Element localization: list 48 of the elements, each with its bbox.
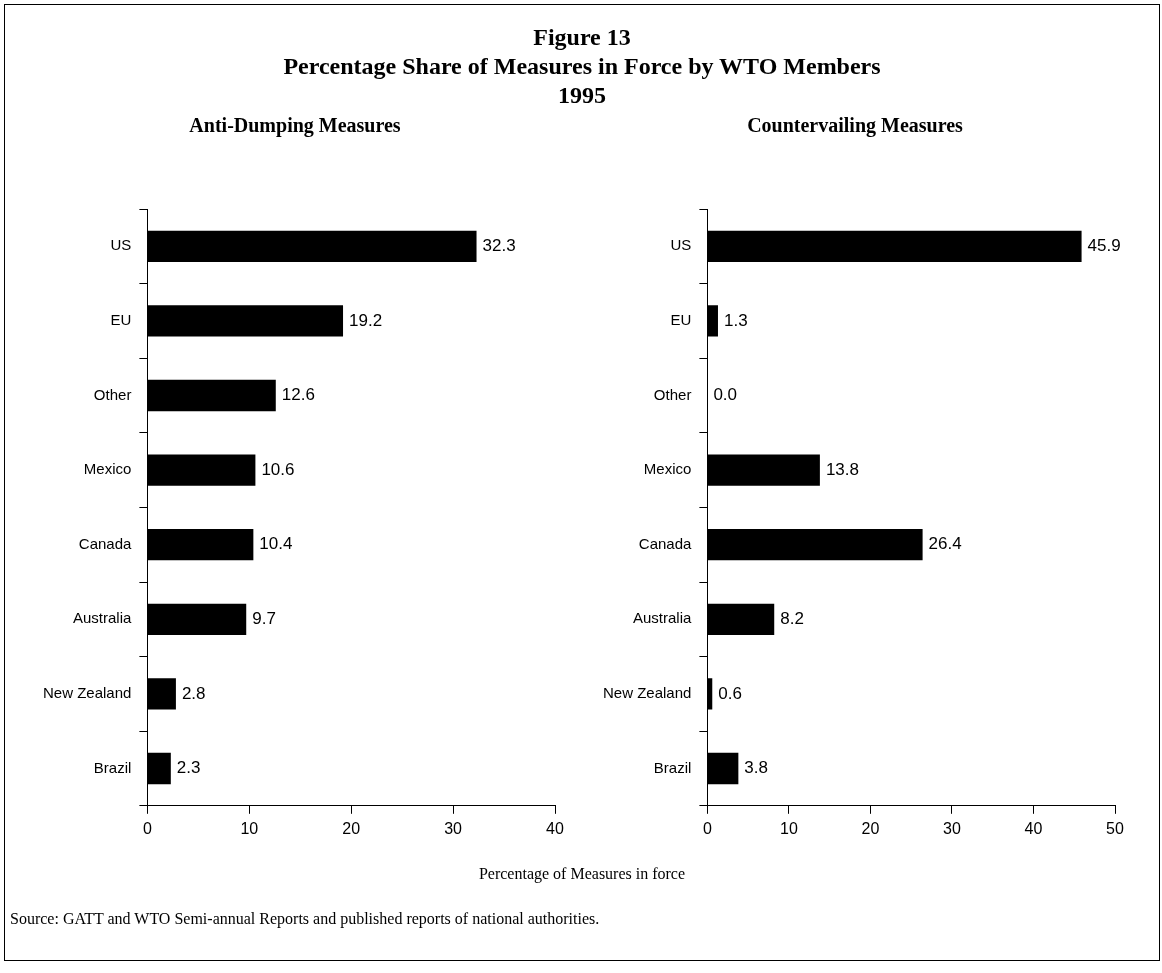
source-note: Source: GATT and WTO Semi-annual Reports and published reports of national authorities. <box>10 910 600 928</box>
data-label: 10.6 <box>261 459 295 479</box>
y-tick-label: New Zealand <box>602 684 692 702</box>
x-tick-label: 20 <box>342 819 361 837</box>
x-tick-label: 0 <box>702 819 712 837</box>
y-tick-label: Mexico <box>643 460 692 478</box>
data-label: 12.6 <box>281 385 315 405</box>
y-tick-label: US <box>110 236 132 254</box>
y-tick-label: Australia <box>73 609 133 627</box>
x-tick-label: 40 <box>1024 819 1043 837</box>
x-tick-label: 30 <box>444 819 463 837</box>
text: Figure 13 Percentage Share of Measures in Force by WTO Members 1995 <box>282 23 882 110</box>
y-tick-label: New Zealand <box>42 684 132 702</box>
x-tick-label: 50 <box>1106 819 1124 837</box>
y-tick-label: Brazil <box>93 758 132 776</box>
text: Percentage of Measures in force <box>477 865 687 883</box>
x-tick-label: 30 <box>943 819 961 837</box>
data-label: 26.4 <box>928 534 962 554</box>
chart-title: Anti-Dumping Measures <box>189 114 401 138</box>
y-tick-label: Other <box>93 385 132 403</box>
y-tick-label: Mexico <box>83 460 132 478</box>
data-label: 0.0 <box>713 385 738 405</box>
x-tick-label: 20 <box>861 819 880 837</box>
data-label: 32.3 <box>482 235 516 255</box>
x-tick-label: 40 <box>546 819 564 837</box>
data-label: 13.8 <box>825 459 859 479</box>
x-tick-label: 0 <box>142 819 152 837</box>
y-tick-label: US <box>670 236 692 254</box>
x-tick-label: 10 <box>240 819 259 837</box>
y-tick-label: Canada <box>638 534 693 552</box>
data-label: 2.3 <box>176 758 201 778</box>
data-label: 10.4 <box>259 534 293 554</box>
x-tick-label: 10 <box>780 819 798 837</box>
data-label: 2.8 <box>181 683 206 703</box>
y-tick-label: Australia <box>633 609 693 627</box>
y-tick-label: Other <box>653 385 692 403</box>
data-label: 1.3 <box>723 310 748 330</box>
data-label: 9.7 <box>252 608 276 628</box>
data-label: 3.8 <box>744 758 768 778</box>
y-tick-label: Brazil <box>653 758 692 776</box>
data-label: 19.2 <box>349 310 383 330</box>
y-tick-label: EU <box>670 311 692 329</box>
data-label: 8.2 <box>780 608 804 628</box>
chart-title: Countervailing Measures <box>747 114 964 138</box>
y-tick-label: EU <box>110 311 132 329</box>
data-label: 0.6 <box>718 683 742 703</box>
data-label: 45.9 <box>1087 235 1121 255</box>
y-tick-label: Canada <box>78 534 133 552</box>
